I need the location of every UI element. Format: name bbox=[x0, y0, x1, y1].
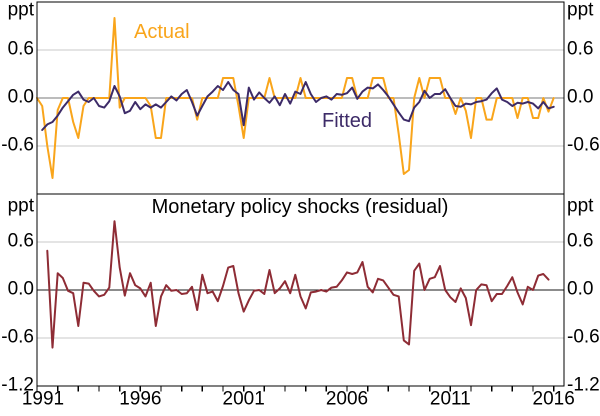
y-tick-label: 0.6 bbox=[7, 38, 34, 60]
y-tick-label: 0.6 bbox=[567, 230, 594, 252]
unit-label: ppt bbox=[567, 195, 594, 217]
x-tick-label: 2001 bbox=[222, 388, 265, 410]
unit-label: ppt bbox=[7, 0, 34, 21]
x-tick-label: 1996 bbox=[119, 388, 162, 410]
y-tick-label: -1.2 bbox=[567, 374, 600, 396]
legend-actual-label: Actual bbox=[134, 21, 190, 43]
x-tick-label: 1991 bbox=[21, 388, 65, 410]
y-tick-label: -0.6 bbox=[567, 326, 600, 348]
y-tick-label: 0.0 bbox=[7, 278, 34, 300]
residual-line bbox=[46, 220, 550, 349]
y-tick-label: -0.6 bbox=[1, 134, 34, 156]
x-tick-label: 2006 bbox=[325, 388, 369, 410]
unit-label: ppt bbox=[567, 0, 594, 21]
y-tick-label: -0.6 bbox=[567, 134, 600, 156]
panel2-title: Monetary policy shocks (residual) bbox=[151, 196, 449, 218]
y-tick-label: 0.0 bbox=[567, 86, 594, 108]
y-tick-label: 0.0 bbox=[567, 278, 594, 300]
unit-label: ppt bbox=[7, 195, 34, 217]
y-tick-label: 0.0 bbox=[7, 86, 34, 108]
y-tick-label: 0.6 bbox=[567, 38, 594, 60]
x-tick-label: 2011 bbox=[429, 388, 471, 410]
panel-border bbox=[36, 193, 565, 387]
legend-fitted-label: Fitted bbox=[322, 110, 373, 132]
y-tick-label: -0.6 bbox=[1, 326, 34, 348]
actual-line bbox=[36, 17, 555, 179]
y-tick-label: 0.6 bbox=[7, 230, 34, 252]
fitted-line bbox=[41, 81, 555, 131]
x-tick-label: 2016 bbox=[532, 388, 575, 410]
y-tick-label: -1.2 bbox=[1, 374, 34, 396]
